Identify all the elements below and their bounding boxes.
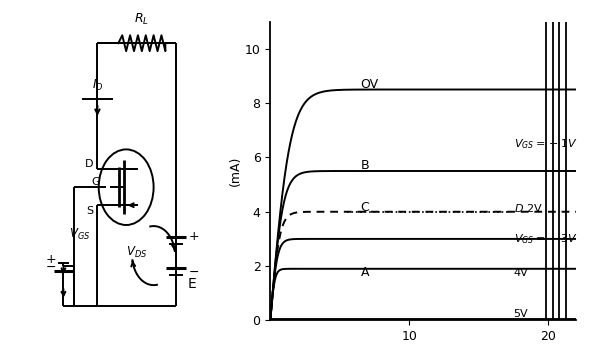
Text: $+$: $+$ — [188, 230, 199, 243]
Text: B: B — [361, 159, 369, 172]
Text: $R_L$: $R_L$ — [134, 12, 149, 27]
Text: OV: OV — [361, 77, 379, 91]
Text: D: D — [85, 159, 93, 169]
Y-axis label: (mA): (mA) — [229, 156, 242, 186]
Text: C: C — [361, 201, 369, 214]
Text: $D$ 2V: $D$ 2V — [514, 202, 542, 214]
Text: $-$: $-$ — [188, 265, 199, 278]
Text: $+$: $+$ — [45, 253, 56, 266]
Text: S: S — [86, 206, 93, 216]
Text: $V_{DS}$: $V_{DS}$ — [126, 244, 147, 260]
Text: $V_{GS}=-3V$: $V_{GS}=-3V$ — [514, 232, 577, 246]
Text: A: A — [361, 266, 369, 279]
Text: $I_D$: $I_D$ — [91, 77, 103, 93]
Text: 4V: 4V — [514, 268, 528, 278]
Text: G: G — [91, 177, 100, 187]
Text: $V_{GS}=-1V$: $V_{GS}=-1V$ — [514, 137, 577, 151]
Text: 5V: 5V — [514, 309, 528, 319]
Text: $-$: $-$ — [45, 260, 56, 273]
Text: $V_{GS}$: $V_{GS}$ — [69, 226, 90, 242]
Text: E: E — [188, 278, 197, 291]
